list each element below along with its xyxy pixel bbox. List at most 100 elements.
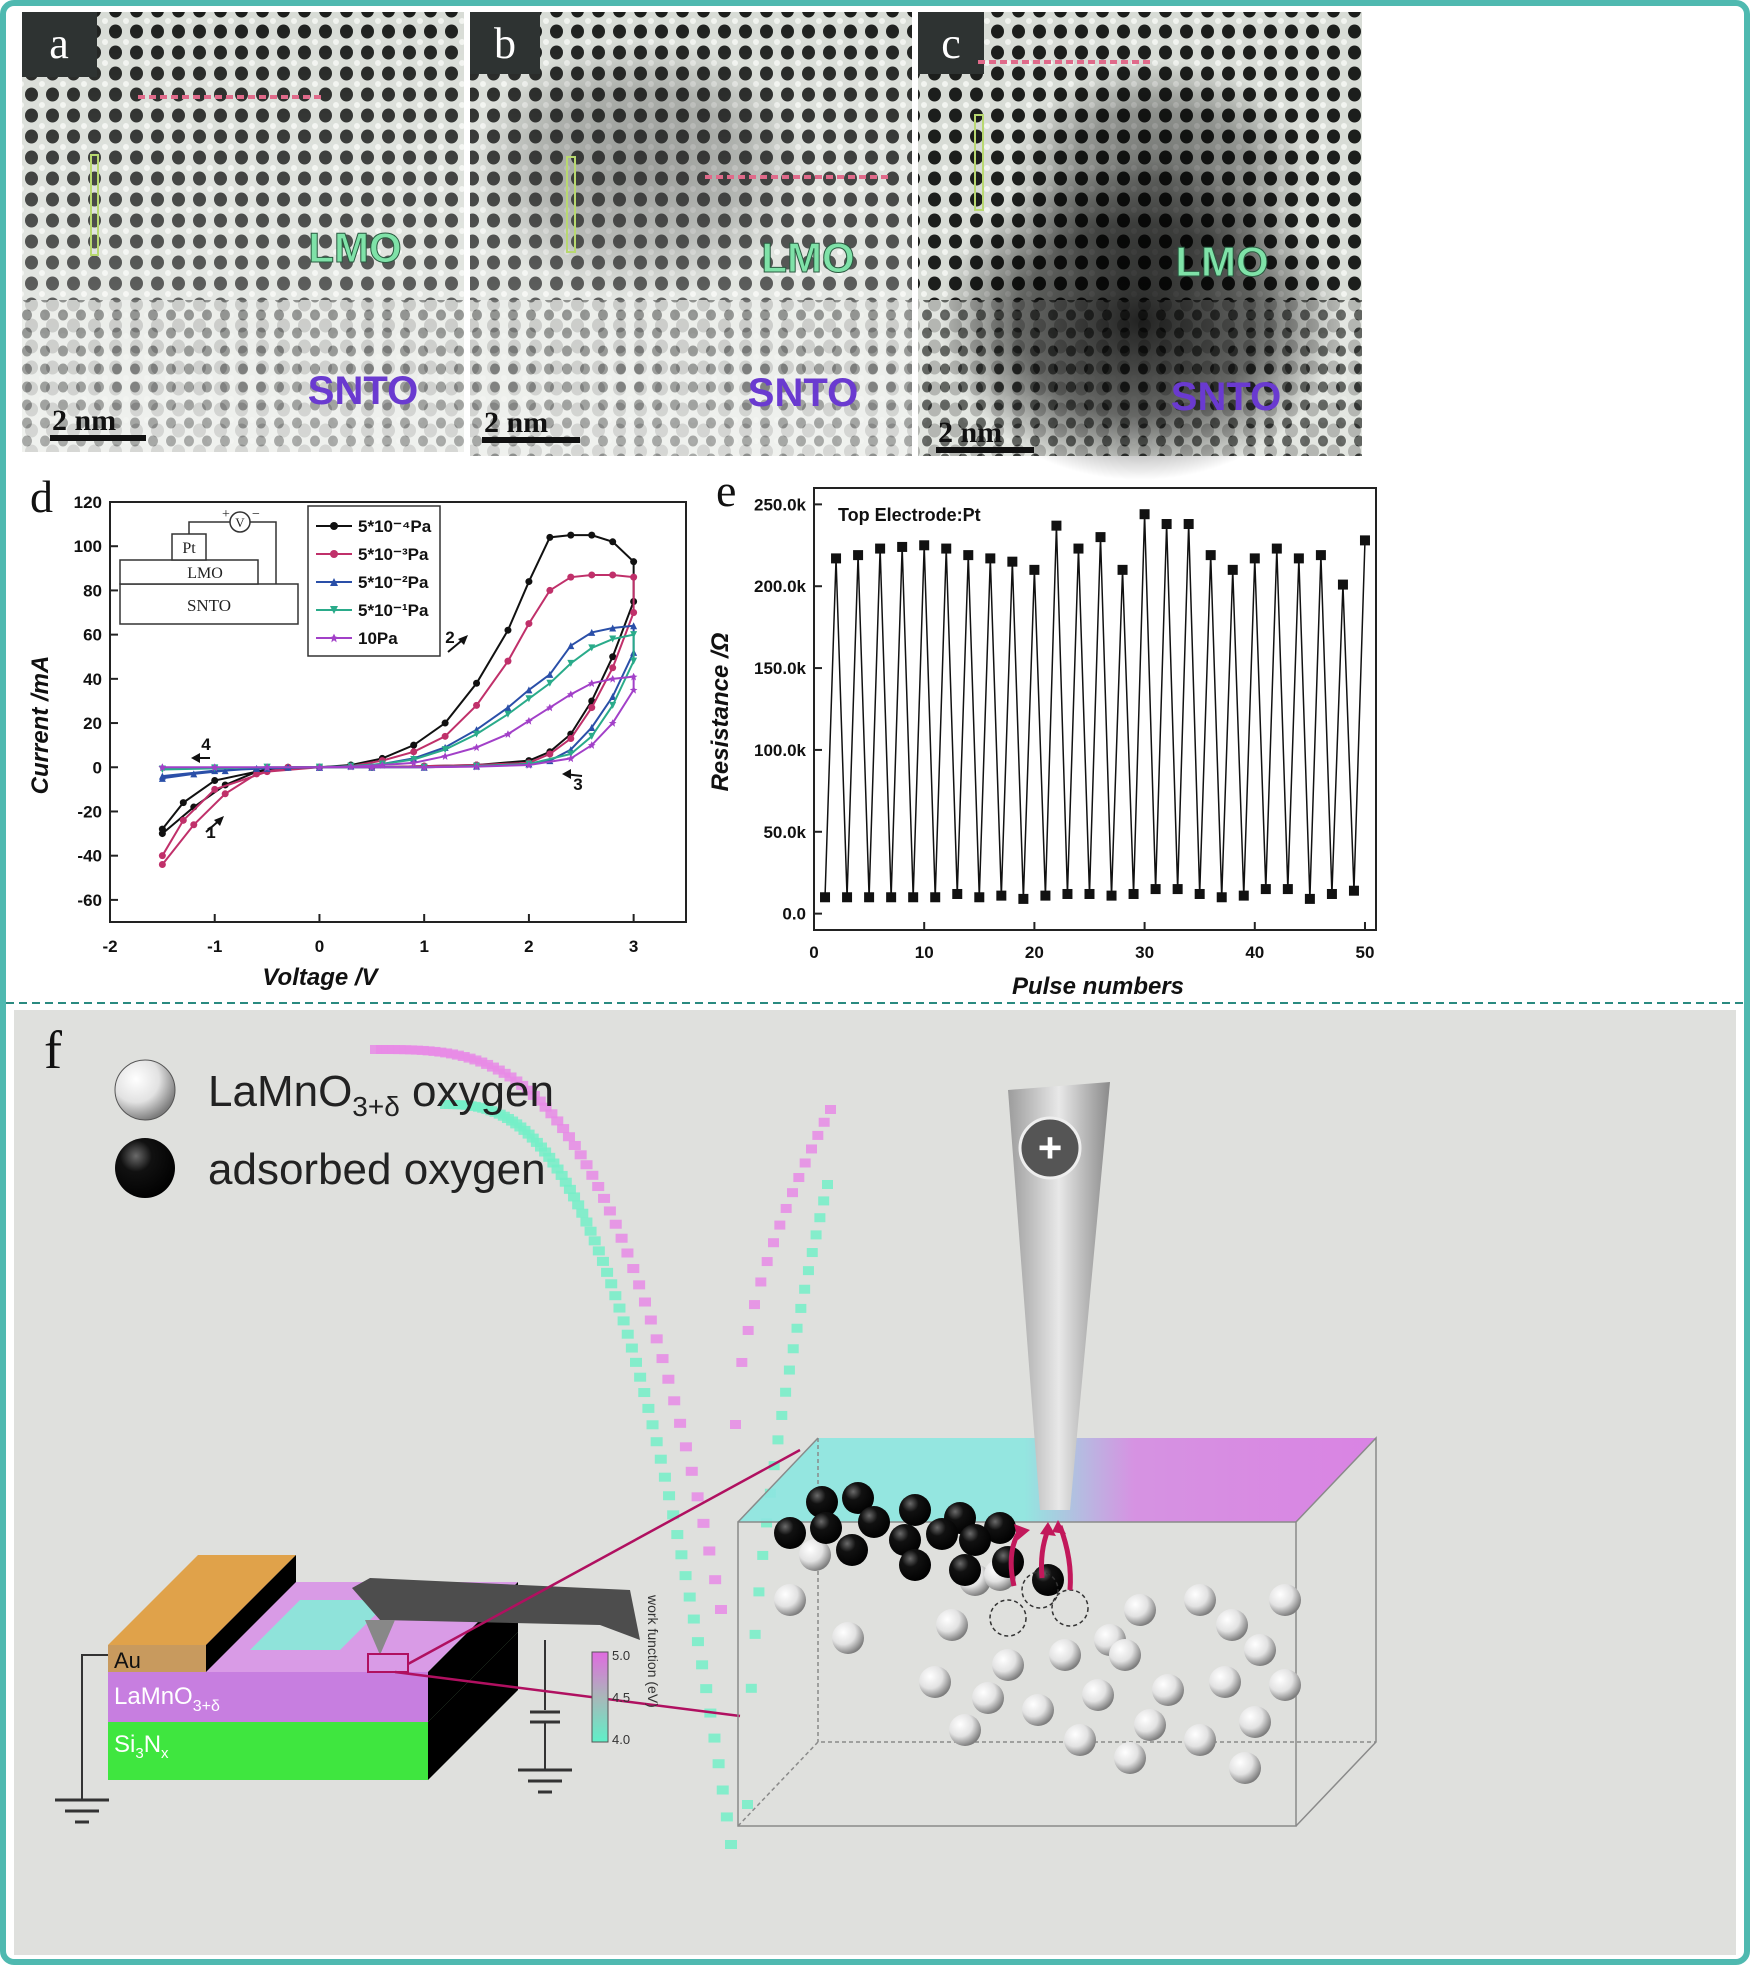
adsorbed-oxygen-atom (836, 1534, 868, 1566)
tem-panel-a: a LMO SNTO 2 nm (22, 12, 464, 452)
resistance-data-point (1326, 888, 1337, 899)
resistance-data-point (842, 892, 853, 903)
resistance-data-point (820, 892, 831, 903)
colorbar-title: work function (eV) (645, 1594, 661, 1708)
adsorbed-oxygen-atom (992, 1546, 1024, 1578)
iv-legend-marker (330, 550, 338, 558)
iv-data-point (567, 573, 575, 581)
resistance-data-point (919, 540, 930, 551)
iv-y-tick-label: -20 (77, 802, 102, 821)
iv-data-point (504, 657, 512, 665)
lattice-oxygen-atom (1244, 1634, 1276, 1666)
iv-data-point (630, 573, 638, 581)
au-label: Au (114, 1648, 141, 1673)
lattice-oxygen-atom (1269, 1584, 1301, 1616)
iv-data-point (630, 631, 638, 639)
resistance-data-point (1183, 519, 1194, 530)
iv-data-point (179, 816, 187, 824)
iv-data-point (546, 703, 554, 712)
iv-y-tick-label: 120 (74, 493, 102, 512)
iv-data-point (546, 586, 554, 594)
iv-data-point (315, 763, 324, 772)
iv-data-point (546, 670, 554, 678)
iv-data-point (210, 763, 219, 772)
iv-legend-label: 5*10⁻¹Pa (358, 601, 429, 620)
panel-a-lattice-marker (90, 154, 99, 256)
panel-a-snto-label: SNTO (308, 369, 418, 413)
iv-data-point (472, 743, 481, 752)
iv-data-point (567, 531, 575, 539)
afm-cantilever (352, 1578, 640, 1640)
iv-data-point (504, 704, 512, 712)
lattice-oxygen-atom (936, 1609, 968, 1641)
iv-y-tick-label: 100 (74, 537, 102, 556)
resistance-data-point (974, 892, 985, 903)
adsorbed-oxygen-atom (984, 1512, 1016, 1544)
resistance-plot-frame (813, 487, 1377, 931)
iv-data-point (525, 716, 533, 725)
iv-data-point (609, 653, 617, 661)
resistance-axis-ticks: 0 10 20 30 40 50 0.0 50.0k 100.0k 150.0k 200.0k 250… (754, 495, 1374, 962)
lattice-oxygen-atom (1064, 1724, 1096, 1756)
tem-panel-b: b LMO SNTO 2 nm (470, 12, 912, 456)
sin-layer (108, 1722, 428, 1780)
iv-data-point (473, 679, 481, 687)
resistance-data-point (1172, 884, 1183, 895)
resistance-data-point (1062, 888, 1073, 899)
iv-data-point (158, 861, 166, 869)
resistance-data-point (930, 892, 941, 903)
iv-arrow-1-label: 1 (206, 823, 215, 842)
resistance-data-point (1040, 890, 1051, 901)
work-function-colorbar: 5.0 4.5 4.0 work function (eV) (591, 1594, 661, 1747)
iv-data-point (588, 571, 596, 579)
iv-data-point (609, 635, 617, 643)
resistance-data-point (853, 550, 864, 561)
adsorbed-oxygen-atom (899, 1549, 931, 1581)
iv-data-point (567, 750, 575, 758)
iv-x-tick-label: -1 (207, 937, 222, 956)
iv-y-tick-label: -40 (77, 847, 102, 866)
iv-chart: -2 -1 0 1 2 3 -60 -40 -20 0 20 40 60 80 100 120 Voltage… (27, 493, 687, 991)
lattice-oxygen-atom (1152, 1674, 1184, 1706)
resistance-data-point (1205, 550, 1216, 561)
sin-layer-label: Si3Nx (114, 1731, 169, 1762)
legend-lattice-oxygen-icon (114, 1059, 176, 1121)
resistance-data-point (985, 553, 996, 564)
resistance-data-point (1095, 532, 1106, 543)
iv-axis-ticks: -2 -1 0 1 2 3 -60 -40 -20 0 20 40 60 80 100 120 (74, 493, 639, 956)
iv-data-point (221, 790, 229, 798)
inset-lmo-layer (119, 559, 259, 585)
iv-legend-marker (330, 606, 338, 614)
iv-data-point (504, 626, 512, 634)
resistance-data-point (1238, 890, 1249, 901)
lattice-oxygen-atom (1209, 1666, 1241, 1698)
resistance-data-point (1194, 888, 1205, 899)
resistance-series-group (820, 509, 1370, 904)
resistance-data-point (864, 892, 875, 903)
iv-data-point (546, 750, 554, 758)
panel-c-letter-box (918, 12, 984, 74)
resistance-data-point (963, 550, 974, 561)
resistance-data-point (1117, 564, 1128, 575)
lattice-oxygen-atom (1239, 1706, 1271, 1738)
resistance-y-tick-label: 0.0 (782, 905, 806, 924)
legend-adsorbed-oxygen-label: adsorbed oxygen (208, 1145, 546, 1194)
lmo-layer-label: LaMnO3+δ (114, 1683, 220, 1715)
panel-c-scale-label: 2 nm (938, 416, 1002, 449)
lattice-oxygen-atom (1049, 1639, 1081, 1671)
iv-legend-label: 5*10⁻²Pa (358, 573, 429, 592)
panel-d: d -2 -1 0 1 2 3 -60 -40 -20 0 20 40 60 80 100 120 Volta… (27, 471, 687, 991)
lattice-oxygen-atom (1114, 1742, 1146, 1774)
panel-b-lmo-label: LMO (761, 234, 854, 281)
resistance-data-point (1260, 884, 1271, 895)
iv-data-point (472, 762, 481, 771)
iv-data-point (588, 644, 596, 652)
colorbar-tick-4.0: 4.0 (612, 1732, 630, 1747)
iv-data-point (367, 763, 376, 772)
iv-x-tick-label: 1 (419, 937, 428, 956)
lattice-oxygen-atom (919, 1666, 951, 1698)
iv-legend: 5*10⁻⁴Pa 5*10⁻³Pa 5*10⁻²Pa 5*10⁻¹Pa 10Pa (307, 505, 441, 657)
resistance-data-point (1216, 892, 1227, 903)
